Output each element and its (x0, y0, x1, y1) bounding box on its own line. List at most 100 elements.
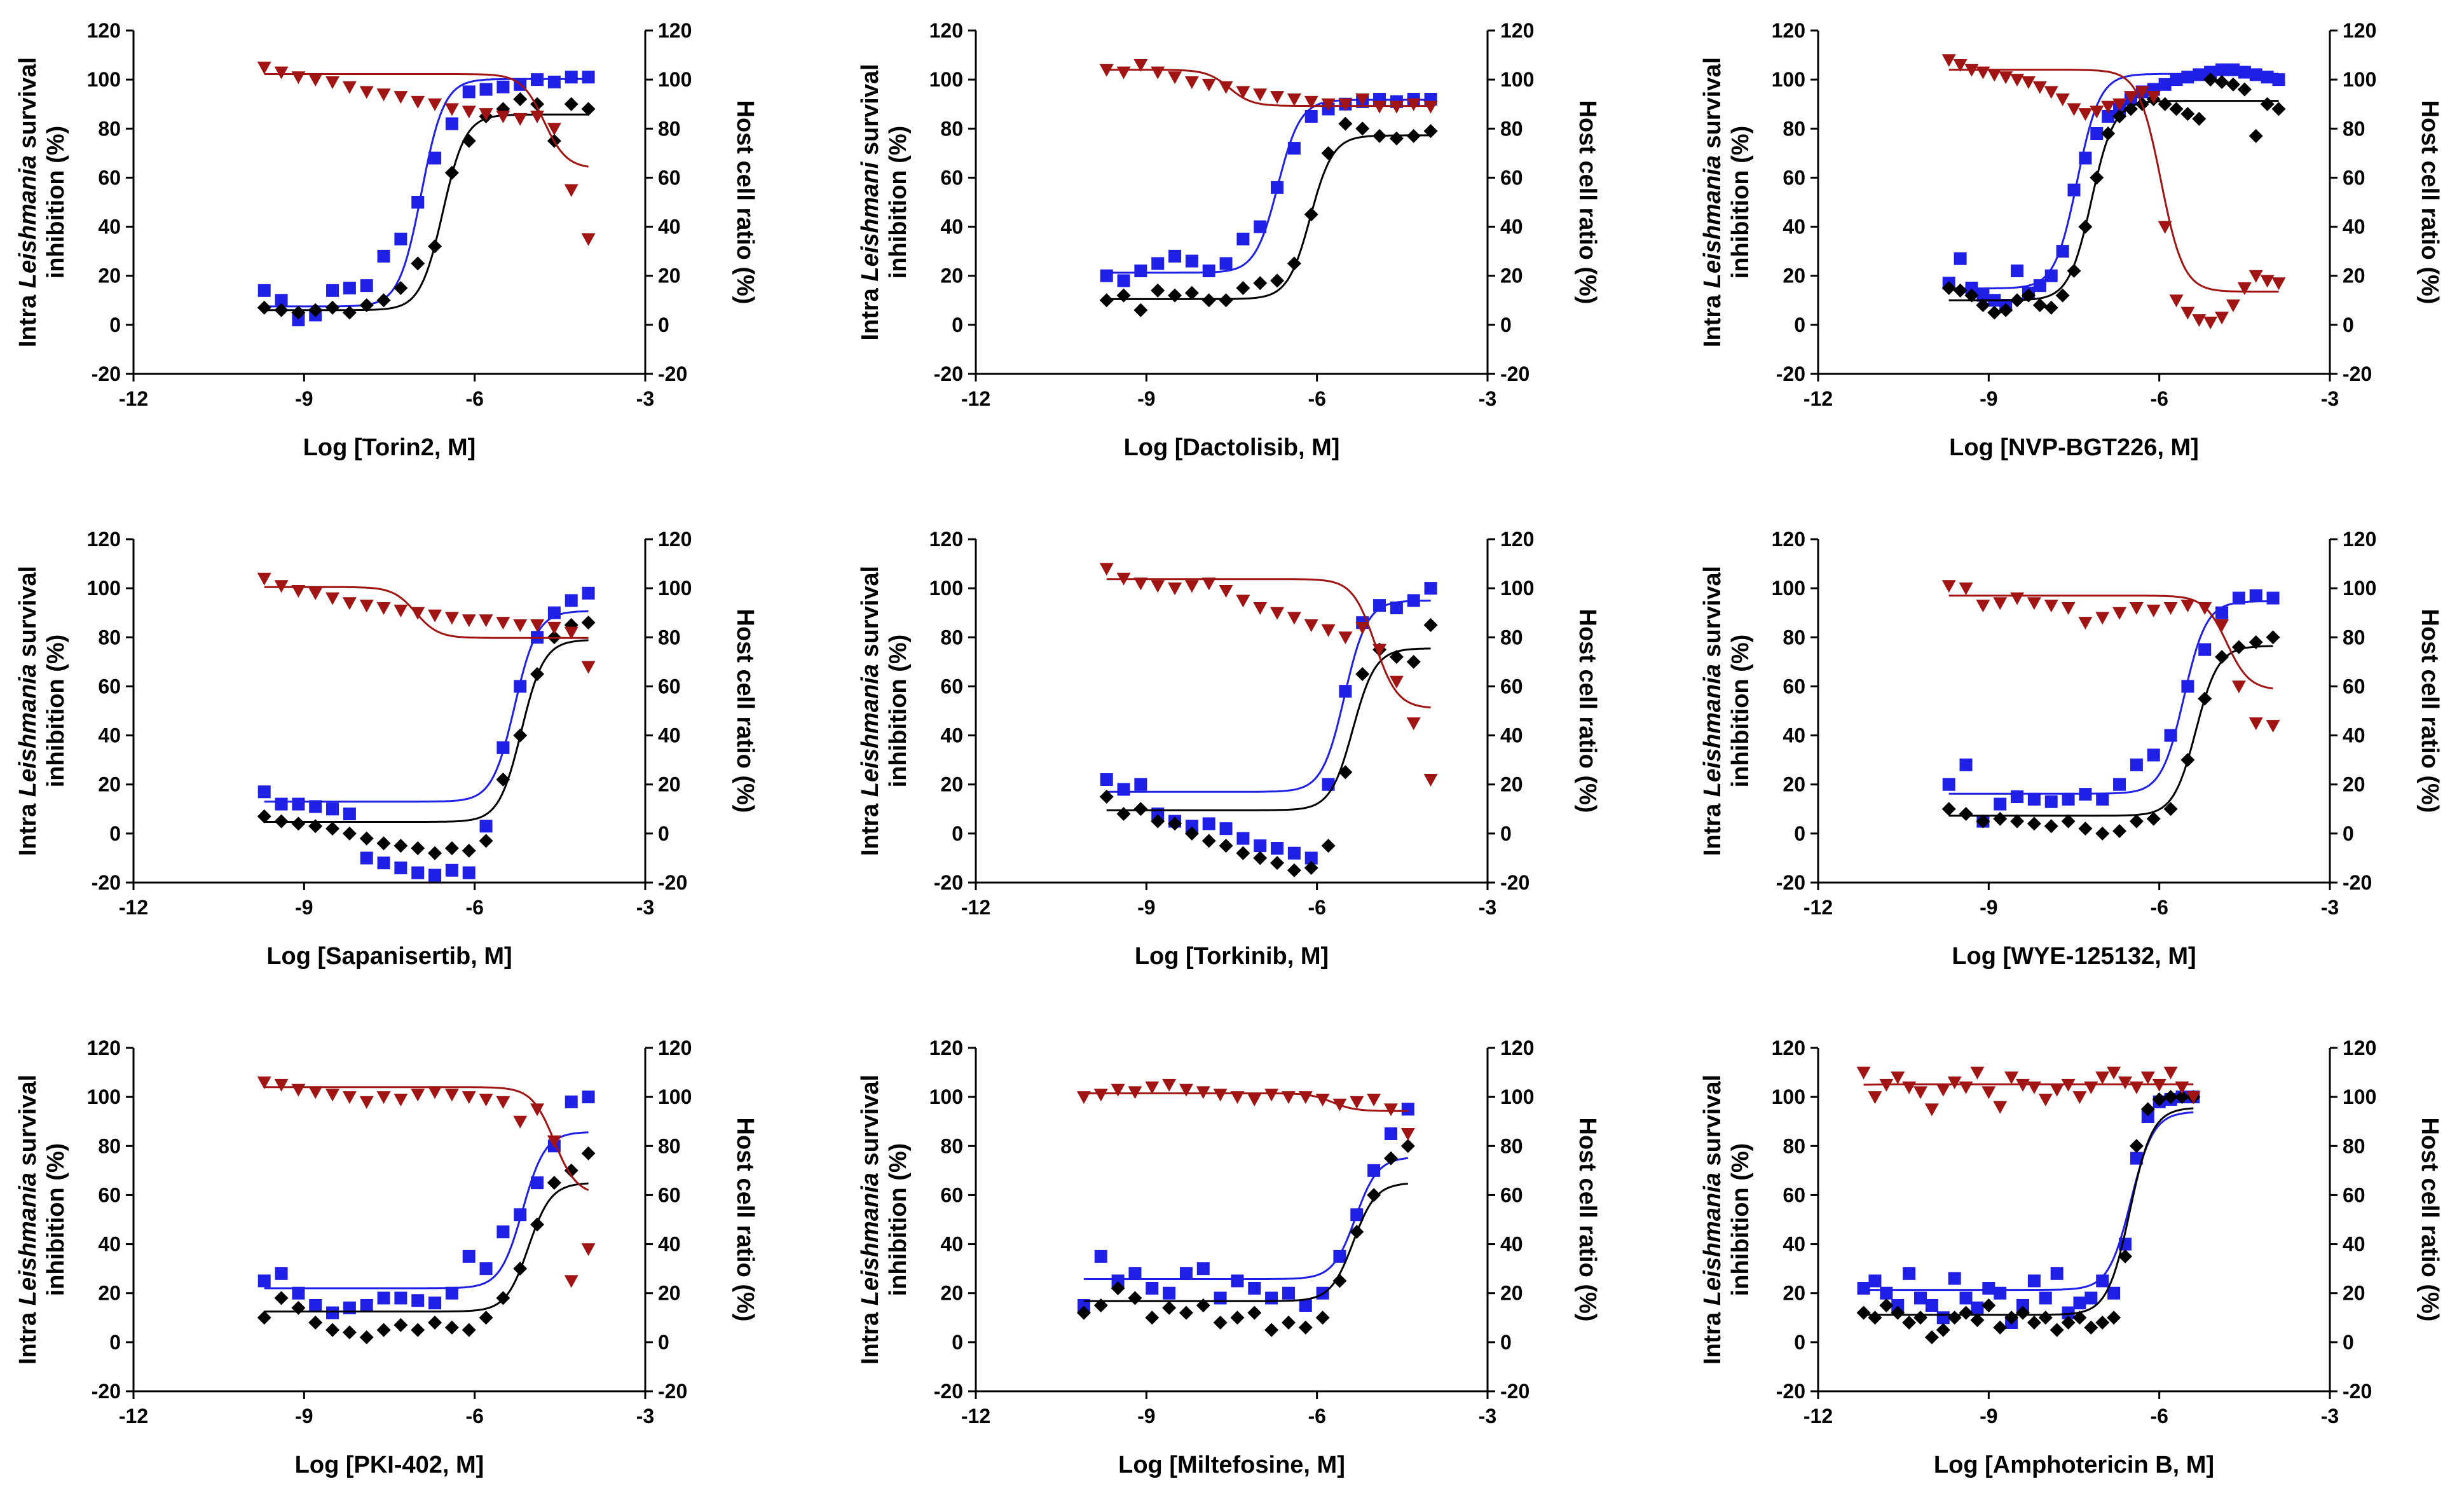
data-point-black (462, 134, 476, 148)
y2-tick-label: 40 (1500, 724, 1523, 747)
data-point-blue (565, 71, 578, 84)
data-point-black (513, 728, 528, 743)
y2-tick-label: 20 (658, 773, 681, 796)
data-point-black (2032, 298, 2047, 312)
data-point-red (1941, 54, 1956, 67)
y-label-italic: Leishmania (1699, 664, 1726, 797)
data-point-red (1270, 607, 1285, 620)
data-point-black (325, 822, 340, 836)
y-tick-label: 120 (1772, 19, 1805, 42)
x-axis-label: Log [Amphotericin B, M] (1934, 1452, 2214, 1478)
y2-tick-label: 60 (1500, 1183, 1523, 1206)
data-point-black (1953, 283, 1968, 298)
data-point-red (1184, 580, 1199, 593)
y-label-text: survival (15, 57, 41, 155)
data-point-red (1133, 577, 1148, 591)
y-label-text: Intra (1699, 1305, 1726, 1365)
fit-curve-red (264, 1086, 589, 1192)
data-point-black (2271, 102, 2286, 116)
y2-tick-label: 100 (2343, 1085, 2376, 1108)
y-tick-label: 80 (940, 626, 963, 649)
data-point-red (564, 1275, 578, 1288)
data-point-red (1168, 71, 1182, 85)
data-point-red (1976, 66, 1990, 79)
data-point-red (2055, 93, 2070, 106)
data-point-blue (428, 151, 442, 165)
data-point-blue (1868, 1274, 1882, 1288)
data-point-black (1236, 281, 1250, 295)
data-point-blue (1976, 289, 1990, 302)
data-point-red (1321, 624, 1336, 637)
y-tick-label: 20 (98, 773, 121, 796)
data-point-blue (2044, 269, 2058, 282)
data-point-black (2158, 97, 2172, 111)
x-tick-label: -3 (2321, 896, 2339, 919)
x-tick-label: -3 (636, 1405, 654, 1428)
y2-tick-label: 120 (658, 1036, 692, 1059)
x-tick-label: -12 (1804, 896, 1833, 919)
data-point-blue (2027, 792, 2041, 806)
data-point-black (2118, 1249, 2132, 1263)
data-point-blue (2193, 68, 2206, 81)
data-point-black (2112, 109, 2127, 123)
data-point-blue (2113, 778, 2126, 791)
data-point-red (1151, 66, 1165, 79)
data-point-red (462, 106, 476, 119)
data-point-blue (360, 279, 373, 292)
data-point-black (513, 92, 528, 106)
y-tick-label: 0 (952, 1331, 963, 1354)
data-point-red (291, 1084, 306, 1097)
y-tick-label: 0 (109, 822, 121, 845)
y-tick-label: 60 (98, 166, 121, 189)
y-tick-label: 20 (1783, 1282, 1805, 1305)
data-point-red (411, 1089, 425, 1102)
data-point-black (394, 839, 408, 853)
data-point-red (2163, 1066, 2178, 1080)
data-point-blue (1339, 685, 1352, 698)
x-tick-label: -12 (119, 387, 148, 410)
data-point-red (1315, 1094, 1330, 1106)
x-tick-label: -6 (1308, 1405, 1325, 1428)
data-point-blue (2215, 63, 2229, 76)
data-point-red (2061, 1078, 2076, 1092)
data-point-black (1184, 286, 1199, 300)
data-point-black (325, 300, 340, 315)
y-tick-label: 40 (1783, 1233, 1805, 1256)
data-point-black (1151, 814, 1165, 829)
x-tick-label: -6 (2150, 387, 2168, 410)
data-point-black (359, 298, 374, 312)
data-point-red (1236, 86, 1250, 99)
data-point-black (1987, 305, 2002, 320)
y-tick-label: 80 (1783, 117, 1805, 140)
data-point-red (2118, 1077, 2132, 1089)
data-point-black (2095, 1316, 2110, 1330)
data-point-black (1179, 1305, 1193, 1320)
x-axis-label: Log [Sapanisertib, M] (266, 943, 512, 970)
data-point-red (2248, 270, 2263, 283)
data-point-black (411, 1323, 425, 1337)
data-point-blue (531, 1176, 544, 1190)
data-point-black (530, 1217, 545, 1232)
data-point-red (1179, 1084, 1193, 1097)
data-point-black (274, 303, 289, 317)
y-tick-label: 80 (1783, 1134, 1805, 1157)
y-tick-label: 40 (940, 216, 963, 238)
data-point-red (1332, 1098, 1347, 1111)
data-point-black (1076, 1305, 1091, 1320)
data-point-blue (275, 1267, 288, 1280)
data-point-blue (1179, 1267, 1193, 1280)
fit-curve-red (1948, 595, 2273, 690)
data-point-black (1201, 834, 1216, 848)
data-point-red (1879, 1078, 1894, 1092)
y-axis-label-line1: Intra Leishmania survival (857, 1075, 884, 1365)
data-point-blue (275, 797, 288, 811)
x-tick-label: -9 (295, 896, 313, 919)
data-point-red (1976, 600, 1990, 613)
data-point-red (1372, 100, 1387, 114)
data-point-black (1236, 846, 1250, 860)
fit-curve-blue (1948, 600, 2273, 795)
data-point-red (2260, 275, 2275, 288)
y2-tick-label: 80 (658, 1134, 681, 1157)
data-point-red (2169, 294, 2184, 308)
